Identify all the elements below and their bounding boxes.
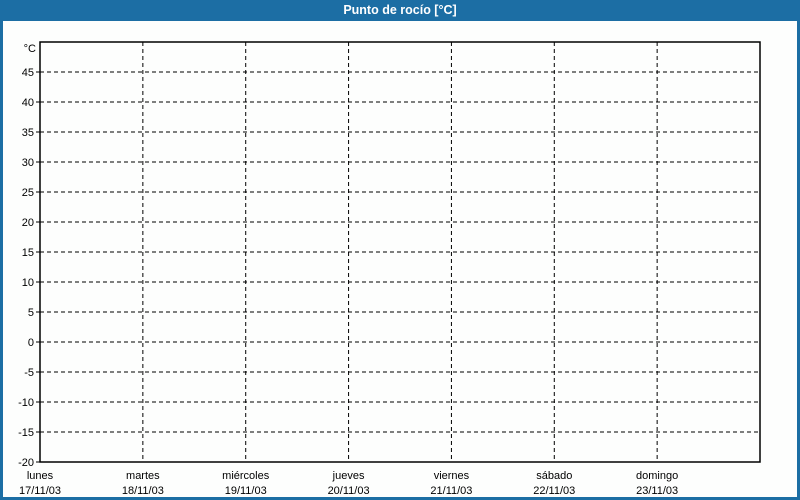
x-date-label: 17/11/03 <box>19 485 61 497</box>
y-tick-label: -15 <box>18 427 34 439</box>
x-date-label: 21/11/03 <box>430 485 472 497</box>
plot-border <box>39 41 761 463</box>
y-tick-label: 30 <box>22 157 34 169</box>
y-tick-label: -10 <box>18 397 34 409</box>
y-tick-label: 5 <box>28 307 34 319</box>
y-tick-label: -20 <box>18 457 34 469</box>
y-axis-unit-label: °C <box>24 43 36 55</box>
x-day-label: viernes <box>434 470 470 482</box>
x-day-label: miércoles <box>222 470 270 482</box>
x-date-label: 19/11/03 <box>225 485 267 497</box>
x-day-label: sábado <box>536 470 572 482</box>
x-day-label: martes <box>126 470 160 482</box>
y-tick-label: 40 <box>22 97 34 109</box>
y-tick-label: 10 <box>22 277 34 289</box>
chart-content-area: 45 40 35 30 25 20 15 10 5 0 -5 -10 -15 -20 °C lunes 17/1… <box>3 21 797 497</box>
dew-point-chart: 45 40 35 30 25 20 15 10 5 0 -5 -10 -15 -20 °C lunes 17/1… <box>18 41 761 497</box>
x-date-label: 20/11/03 <box>328 485 370 497</box>
y-tick-label: 25 <box>22 187 34 199</box>
y-tick-label: 45 <box>22 67 34 79</box>
x-date-label: 23/11/03 <box>636 485 678 497</box>
chart-title: Punto de rocío [°C] <box>343 3 457 17</box>
y-tick-label: -5 <box>24 367 34 379</box>
chart-title-bar: Punto de rocío [°C] <box>3 3 797 21</box>
x-day-label: lunes <box>27 470 54 482</box>
y-tick-label: 15 <box>22 247 34 259</box>
x-date-label: 22/11/03 <box>533 485 575 497</box>
y-tick-label: 35 <box>22 127 34 139</box>
x-day-label: domingo <box>636 470 678 482</box>
y-tick-label: 20 <box>22 217 34 229</box>
x-date-label: 18/11/03 <box>122 485 164 497</box>
x-day-label: jueves <box>332 470 365 482</box>
y-tick-label: 0 <box>28 337 34 349</box>
